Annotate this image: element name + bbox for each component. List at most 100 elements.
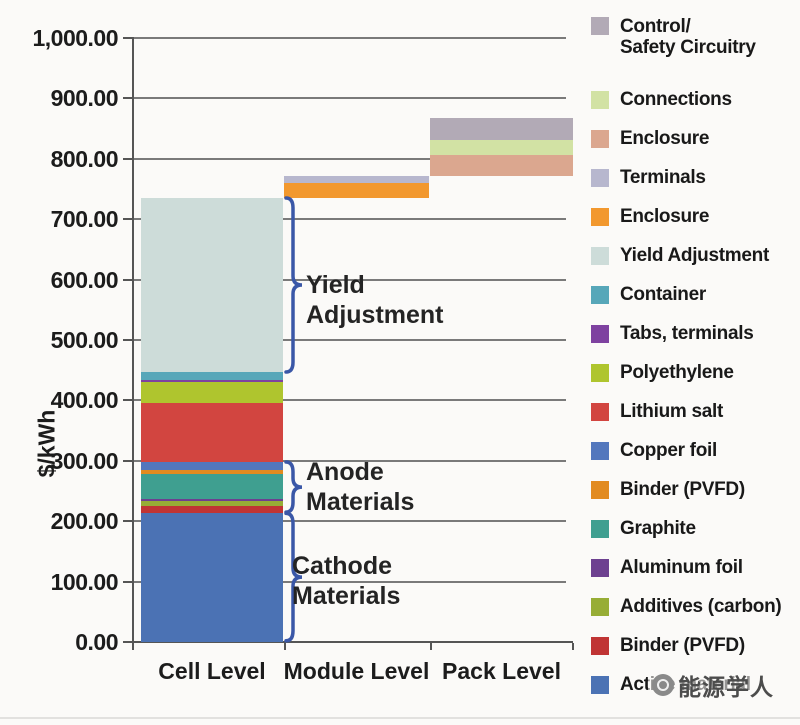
legend-item: Polyethylene xyxy=(591,353,797,392)
legend-label: Tabs, terminals xyxy=(620,323,754,344)
watermark-text: 能源学人 xyxy=(678,674,774,700)
y-tick xyxy=(123,278,134,281)
y-tick-label: 400.00 xyxy=(50,387,119,414)
bar-segment xyxy=(141,372,283,380)
legend-label: Additives (carbon) xyxy=(620,596,782,617)
legend-item: Binder (PVFD) xyxy=(591,626,797,665)
gridline xyxy=(134,37,566,39)
y-tick xyxy=(123,520,134,523)
watermark: 能源学人 xyxy=(648,666,778,704)
legend-swatch xyxy=(591,559,609,577)
legend-item: Copper foil xyxy=(591,431,797,470)
legend-label: Copper foil xyxy=(620,440,717,461)
gridline xyxy=(134,520,566,523)
x-tick xyxy=(572,643,574,650)
bar-segment xyxy=(141,462,283,470)
bar-segment xyxy=(141,506,283,513)
y-tick xyxy=(123,157,134,160)
x-axis-label: Module Level xyxy=(283,658,430,684)
y-tick xyxy=(123,37,134,39)
gridline xyxy=(134,459,566,462)
y-tick-label: 900.00 xyxy=(50,85,119,112)
legend-swatch xyxy=(591,676,609,694)
bar-segment xyxy=(141,501,283,507)
annotation-label: Yield Adjustment xyxy=(306,271,444,329)
x-axis-label: Cell Level xyxy=(158,658,266,684)
gridline xyxy=(134,97,566,100)
legend-item: Aluminum foil xyxy=(591,548,797,587)
gridline xyxy=(134,339,566,341)
y-tick xyxy=(123,641,134,643)
y-tick-label: 800.00 xyxy=(50,145,119,172)
legend-label: Container xyxy=(620,284,706,305)
bar-segment xyxy=(284,176,429,183)
bar-segment xyxy=(141,198,283,372)
y-tick-label: 300.00 xyxy=(50,447,119,474)
x-tick xyxy=(284,643,286,650)
bar-segment xyxy=(141,379,283,383)
legend-swatch xyxy=(591,598,609,616)
legend-swatch xyxy=(591,442,609,460)
brace xyxy=(284,196,303,374)
annotation-label: Anode Materials xyxy=(306,458,415,516)
bar-segment xyxy=(430,118,573,141)
legend-swatch xyxy=(591,637,609,655)
legend-swatch xyxy=(591,403,609,421)
x-axis-line xyxy=(132,641,573,643)
legend-swatch xyxy=(591,169,609,187)
legend-item: Binder (PVFD) xyxy=(591,470,797,509)
legend-label: Lithium salt xyxy=(620,401,724,422)
legend-label: Binder (PVFD) xyxy=(620,635,745,656)
gridline xyxy=(134,278,566,281)
bar-segment xyxy=(430,155,573,177)
legend-item: Terminals xyxy=(591,158,797,197)
legend-item: Control/ Safety Circuitry xyxy=(591,13,797,80)
legend-swatch xyxy=(591,286,609,304)
legend-label: Control/ Safety Circuitry xyxy=(620,16,756,58)
bar-segment xyxy=(141,469,283,475)
y-tick-label: 700.00 xyxy=(50,206,119,233)
y-axis-line xyxy=(132,38,134,644)
legend-label: Yield Adjustment xyxy=(620,245,769,266)
legend-label: Terminals xyxy=(620,167,706,188)
legend-item: Container xyxy=(591,275,797,314)
gridline xyxy=(134,157,566,160)
legend-swatch xyxy=(591,17,609,35)
brace xyxy=(284,460,303,514)
y-tick xyxy=(123,580,134,583)
legend: Control/ Safety Circuitry Connections Encl… xyxy=(591,13,797,704)
legend-label: Enclosure xyxy=(620,128,710,149)
legend-item: Lithium salt xyxy=(591,392,797,431)
legend-swatch xyxy=(591,325,609,343)
bar-segment xyxy=(141,474,283,499)
annotation-label: Cathode Materials xyxy=(292,552,401,610)
legend-item: Enclosure xyxy=(591,119,797,158)
y-tick xyxy=(123,459,134,462)
legend-swatch xyxy=(591,130,609,148)
legend-label: Aluminum foil xyxy=(620,557,743,578)
y-tick-label: 500.00 xyxy=(50,327,119,353)
y-tick-label: 600.00 xyxy=(50,266,119,293)
x-tick xyxy=(132,643,134,650)
y-tick-label: 100.00 xyxy=(50,568,119,595)
legend-label: Connections xyxy=(620,89,732,110)
bottom-divider xyxy=(0,717,800,719)
x-tick xyxy=(430,643,432,650)
legend-swatch xyxy=(591,481,609,499)
legend-item: Yield Adjustment xyxy=(591,236,797,275)
legend-item: Additives (carbon) xyxy=(591,587,797,626)
gridline xyxy=(134,580,566,583)
legend-item: Graphite xyxy=(591,509,797,548)
bar-segment xyxy=(141,512,283,642)
legend-swatch xyxy=(591,520,609,538)
y-tick xyxy=(123,339,134,341)
legend-swatch xyxy=(591,364,609,382)
bar-segment xyxy=(430,140,573,156)
legend-label: Graphite xyxy=(620,518,696,539)
y-tick-label: 1,000.00 xyxy=(32,25,118,51)
legend-label: Binder (PVFD) xyxy=(620,479,745,500)
bar-segment xyxy=(284,182,429,199)
legend-label: Enclosure xyxy=(620,206,710,227)
bar-segment xyxy=(141,498,283,502)
